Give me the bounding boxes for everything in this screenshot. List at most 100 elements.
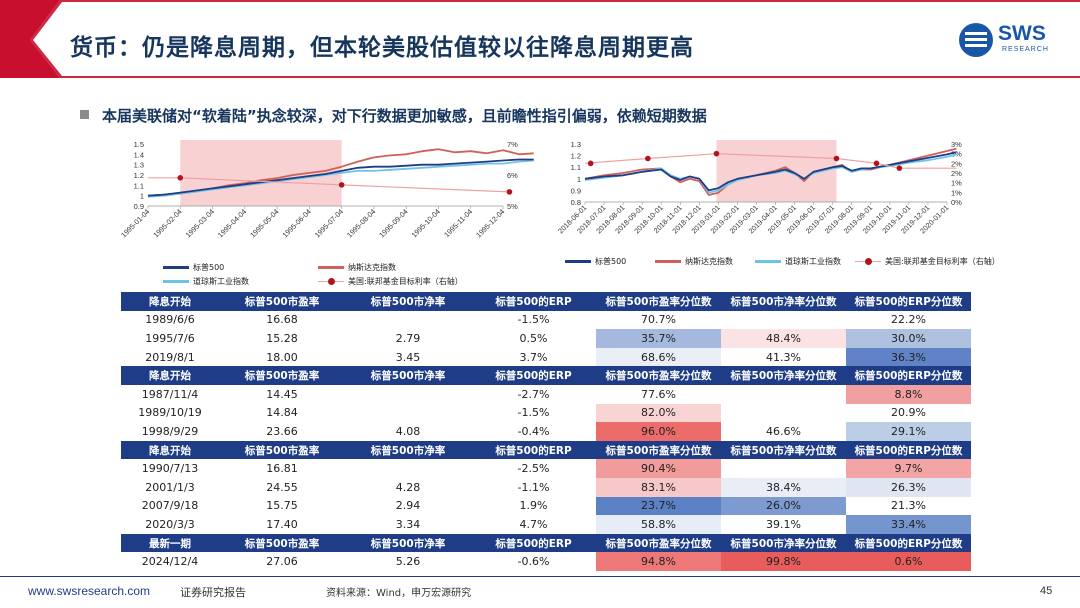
- table-cell-erp_q: 26.3%: [846, 477, 971, 497]
- page-number: 45: [1040, 585, 1053, 597]
- x-tick-label: 1995-10-04: [409, 207, 441, 239]
- table-cell-date: 1987/11/4: [141, 387, 199, 401]
- rate-marker: [833, 155, 840, 162]
- sws-logo: SWS RESEARCH: [958, 22, 1058, 62]
- table-header-cell: 标普500的ERP: [471, 440, 596, 460]
- legend-item-sp500: 标普500: [565, 256, 626, 268]
- table-row: 1989/10/19 14.84 -1.5% 82.0% 20.9%: [121, 403, 971, 423]
- bullet-icon: [80, 110, 89, 119]
- table-cell-pb_q: [721, 384, 846, 404]
- table-header-cell: 标普500的ERP分位数: [846, 292, 971, 311]
- legend-item-dow: 道琼斯工业指数: [163, 276, 249, 288]
- table-header-cell: 标普500的ERP: [471, 533, 596, 553]
- table-cell-erp_q: 22.2%: [846, 310, 971, 330]
- x-tick-label: 1995-03-04: [184, 207, 216, 239]
- footer-source: 资料来源：Wind，申万宏源研究: [326, 588, 472, 599]
- y-tick-label: 1.3: [571, 140, 581, 149]
- table-cell-pe_q: 68.6%: [596, 347, 721, 367]
- table-header-row: 降息开始 标普500市盈率 标普500市净率 标普500的ERP 标普500市盈率分位数…: [121, 292, 971, 311]
- table-header-cell: 降息开始: [121, 440, 219, 460]
- table-header-cell: 标普500市净率分位数: [721, 366, 846, 385]
- table-cell-pb: [345, 311, 471, 330]
- table-cell-date: 2001/1/3: [145, 480, 195, 494]
- table-cell-pb_q: 99.8%: [721, 552, 846, 571]
- rate-marker: [338, 182, 345, 188]
- table-cell-date: 1998/9/29: [141, 424, 199, 438]
- y2-tick-label: 2%: [951, 169, 962, 178]
- y2-tick-label: 5%: [507, 202, 518, 211]
- rate-marker: [645, 155, 651, 162]
- table-cell-pb_q: [721, 459, 846, 478]
- footer-report-tag: 证券研究报告: [180, 586, 246, 599]
- x-tick-label: 1995-08-04: [345, 207, 377, 239]
- table-cell-pe: 18.00: [266, 350, 298, 364]
- table-header-cell: 标普500的ERP: [471, 366, 596, 385]
- table-cell-pb_q: [721, 403, 846, 423]
- table-cell-pe: 15.28: [266, 331, 298, 345]
- y2-tick-label: 3%: [951, 140, 962, 149]
- table-cell-pb_q: 39.1%: [721, 515, 846, 534]
- x-tick-label: 1995-07-04: [313, 207, 345, 239]
- table-cell-pe_q: 83.1%: [596, 477, 721, 497]
- table-cell-erp_q: 30.0%: [846, 329, 971, 348]
- table-cell-pb_q: 26.0%: [721, 496, 846, 516]
- series-line-0: [584, 151, 957, 192]
- table-cell-pe: 15.75: [266, 499, 298, 513]
- footer-divider: [0, 576, 1080, 577]
- table-cell-pe: 14.45: [266, 387, 298, 401]
- footer-url[interactable]: www.swsresearch.com: [28, 584, 151, 598]
- table-cell-pe_q: 90.4%: [596, 459, 721, 478]
- rate-marker: [506, 189, 513, 195]
- table-header-cell: 标普500市净率分位数: [721, 440, 846, 460]
- y-tick-label: 0.8: [571, 198, 581, 207]
- table-cell-pe_q: 96.0%: [596, 422, 721, 441]
- y-tick-label: 0.9: [134, 202, 144, 211]
- table-cell-pb: 3.34: [395, 517, 421, 531]
- table-header-cell: 标普500市净率分位数: [721, 292, 846, 311]
- table-header-cell: 标普500的ERP分位数: [846, 440, 971, 460]
- sws-logo-icon: [959, 23, 993, 57]
- logo-text: SWS: [998, 22, 1046, 45]
- table-cell-erp: -0.6%: [517, 555, 550, 569]
- table-cell-pe: 27.06: [266, 555, 298, 569]
- table-header-cell: 降息开始: [121, 292, 219, 311]
- table-cell-date: 1989/6/6: [145, 313, 195, 327]
- table-cell-erp: 4.7%: [519, 517, 548, 531]
- table-cell-pb: [345, 385, 471, 404]
- table-cell-pe_q: 94.8%: [596, 552, 721, 571]
- table-row: 1995/7/6 15.28 2.79 0.5% 35.7% 48.4% 30.0%: [121, 329, 971, 348]
- y-tick-label: 1.4: [134, 150, 144, 159]
- table-cell-pe: 17.40: [266, 517, 298, 531]
- series-line-0: [147, 158, 534, 197]
- y-tick-label: 1.5: [134, 140, 144, 149]
- table-cell-date: 1990/7/13: [141, 462, 199, 476]
- table-header-cell: 标普500市净率: [345, 533, 471, 553]
- table-cell-pe: 16.81: [266, 462, 298, 476]
- table-cell-pe_q: 58.8%: [596, 515, 721, 534]
- table-cell-pb_q: 38.4%: [721, 477, 846, 497]
- table-cell-date: 2007/9/18: [141, 499, 199, 513]
- x-tick-label: 1995-09-04: [377, 207, 409, 239]
- valuation-table: 降息开始 标普500市盈率 标普500市净率 标普500的ERP 标普500市盈率分位数…: [121, 292, 971, 571]
- chart-1995-rate-cut: 1.51.41.31.21.110.97%6%5%1995-01-04 1995-…: [119, 140, 534, 239]
- table-cell-date: 2020/3/3: [145, 517, 195, 531]
- table-cell-erp: 3.7%: [519, 350, 548, 364]
- x-tick-label: 1995-04-04: [216, 207, 248, 239]
- y-tick-label: 1: [140, 192, 144, 201]
- table-header-cell: 标普500市净率分位数: [721, 533, 846, 553]
- table-header-cell: 最新一期: [121, 533, 219, 553]
- table-header-cell: 标普500市盈率分位数: [596, 292, 721, 311]
- table-row: 2007/9/18 15.75 2.94 1.9% 23.7% 26.0% 21.3%: [121, 496, 971, 516]
- table-cell-pb: 2.79: [395, 331, 421, 345]
- table-cell-erp_q: 33.4%: [846, 515, 971, 534]
- series-line-2: [147, 159, 534, 198]
- legend-item-fed-rate: 美国:联邦基金目标利率（右轴）: [318, 276, 463, 288]
- table-header-row: 降息开始 标普500市盈率 标普500市净率 标普500的ERP 标普500市盈率分位数…: [121, 440, 971, 460]
- y2-tick-label: 1%: [951, 188, 962, 197]
- table-cell-pe_q: 77.6%: [596, 384, 721, 404]
- table-header-cell: 标普500市净率: [345, 440, 471, 460]
- x-tick-label: 1995-11-04: [442, 207, 474, 239]
- x-tick-label: 1995-05-04: [248, 207, 280, 239]
- y-tick-label: 1.1: [571, 163, 581, 172]
- table-header-cell: 标普500的ERP分位数: [846, 366, 971, 385]
